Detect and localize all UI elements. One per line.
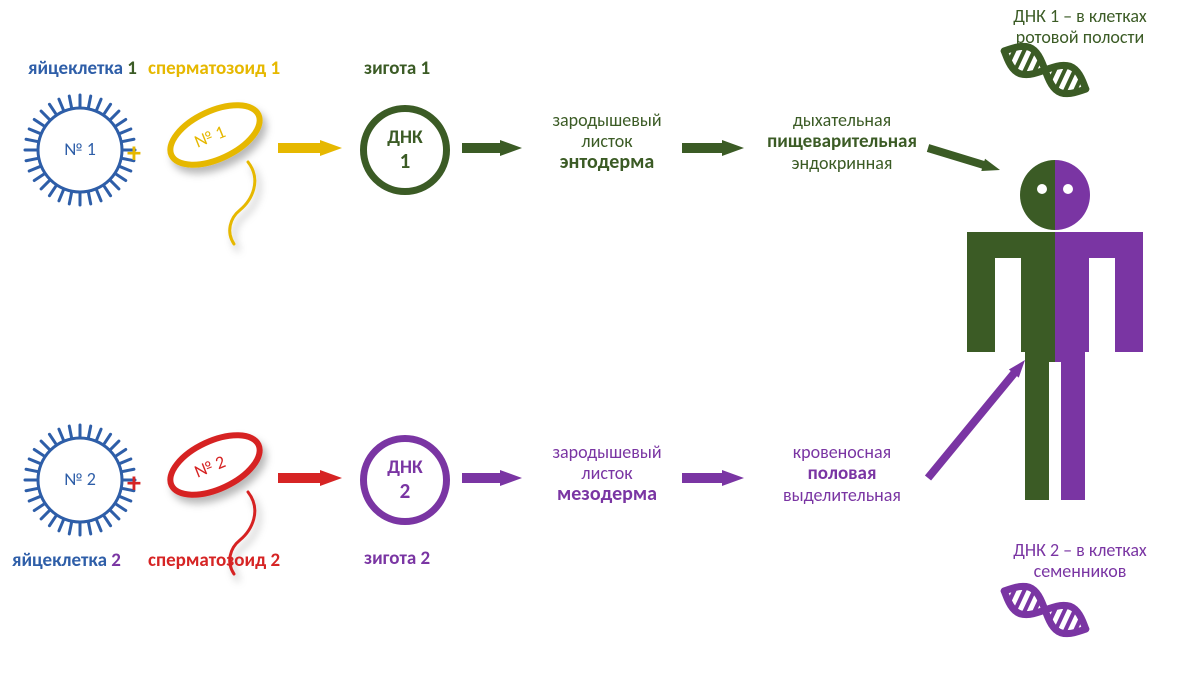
dna-caption-top: ДНК 1 – в клетках ротовой полости: [980, 6, 1180, 47]
sperm1-title-a: сперматозоид: [148, 57, 270, 80]
zygote1-num: 1: [387, 149, 422, 173]
egg2-title: яйцеклетка 2: [12, 550, 121, 572]
systems2-block: кровеносная половая выделительная: [752, 442, 932, 505]
egg-cell: № 2: [25, 425, 135, 535]
zygote1-circle: ДНК 1: [360, 105, 450, 195]
sperm-inner-label: № 1: [191, 120, 229, 152]
zygote1-title: зигота 1: [364, 58, 430, 80]
egg-cell: № 1: [25, 95, 135, 205]
sperm2-title-a: сперматозоид: [148, 549, 270, 572]
sperm1-title: сперматозоид 1: [148, 58, 280, 80]
germ1-block: зародышевый листок энтодерма: [532, 110, 682, 174]
arrow-fert-1: [278, 140, 342, 156]
plus-icon: +: [127, 465, 141, 500]
zygote2-circle: ДНК 2: [360, 435, 450, 525]
zygote2-dna: ДНК: [387, 457, 422, 479]
sperm-cell: № 1: [161, 93, 268, 244]
sperm2-title-b: 2: [270, 549, 280, 572]
sperm-inner-label: № 2: [191, 450, 229, 482]
arrow-sys-2: [682, 470, 744, 486]
zygote2-title: зигота 2: [364, 548, 430, 570]
dna-caption-bottom: ДНК 2 – в клетках семенников: [980, 540, 1180, 581]
plus-icon: +: [127, 135, 141, 170]
germ2-block: зародышевый листок мезодерма: [532, 442, 682, 506]
arrow-human-2: [925, 360, 1025, 481]
human-figure: [967, 160, 1143, 500]
egg-inner-label: № 2: [64, 468, 96, 490]
egg1-title-b: 1: [127, 57, 137, 80]
sperm2-title: сперматозоид 2: [148, 550, 280, 572]
arrow-human-1: [927, 144, 1000, 171]
zygote1-dna: ДНК: [387, 127, 422, 149]
dna-icon-top: [998, 38, 1091, 101]
egg-inner-label: № 1: [64, 138, 96, 160]
zygote2-num: 2: [387, 479, 422, 503]
sperm1-title-b: 1: [270, 57, 280, 80]
dna-icon-bottom: [998, 578, 1091, 641]
systems1-block: дыхательная пищеварительная эндокринная: [752, 110, 932, 173]
egg2-title-a: яйцеклетка: [12, 549, 111, 572]
egg1-title: яйцеклетка 1: [28, 58, 137, 80]
arrow-germ-2: [462, 470, 522, 486]
arrow-germ-1: [462, 140, 522, 156]
arrow-fert-2: [278, 470, 342, 486]
egg1-title-a: яйцеклетка: [28, 57, 127, 80]
egg2-title-b: 2: [111, 549, 121, 572]
arrow-sys-1: [682, 140, 744, 156]
